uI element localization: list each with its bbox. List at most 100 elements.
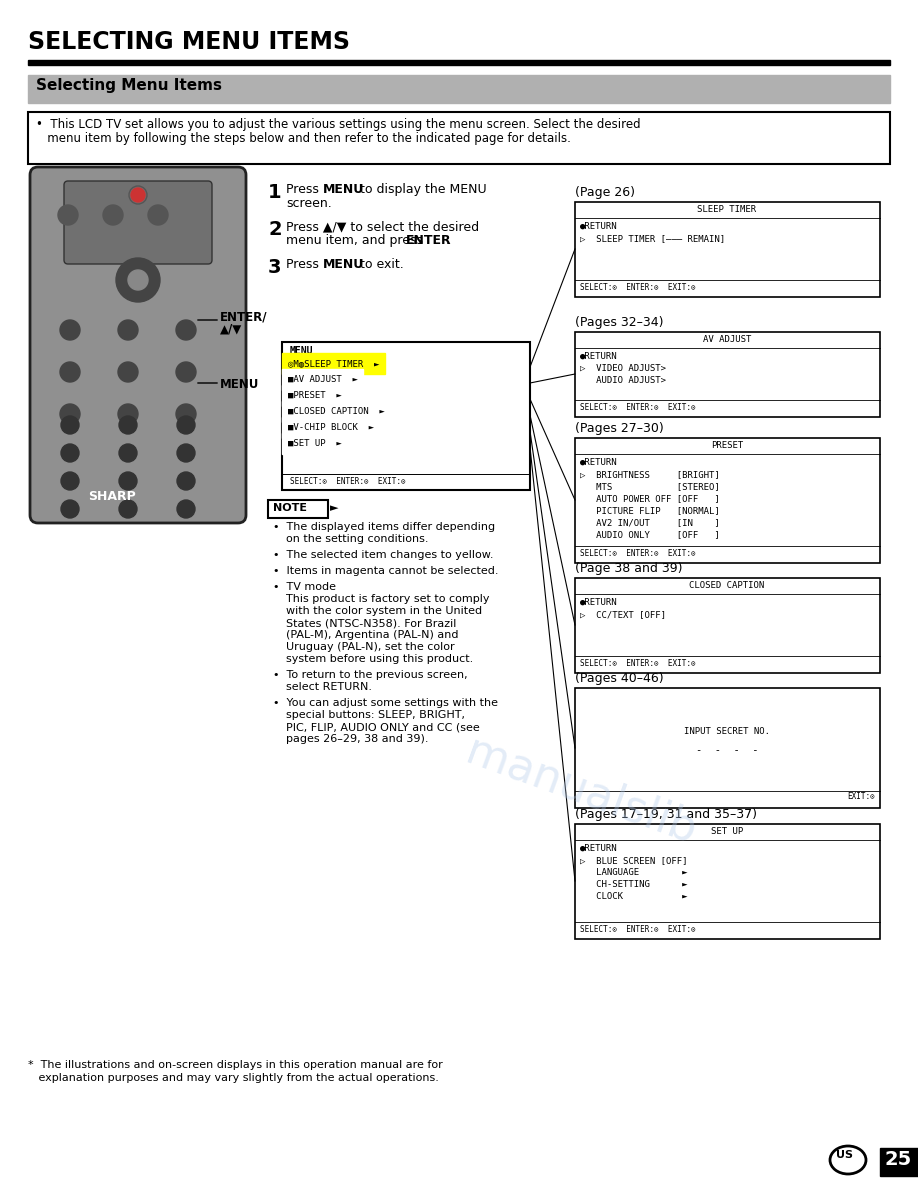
Text: ●RETURN: ●RETURN [580, 598, 618, 607]
Circle shape [118, 320, 138, 340]
Circle shape [61, 444, 79, 462]
Text: •  Items in magenta cannot be selected.: • Items in magenta cannot be selected. [273, 565, 498, 576]
Text: pages 26–29, 38 and 39).: pages 26–29, 38 and 39). [286, 734, 429, 744]
Text: PICTURE FLIP   [NORMAL]: PICTURE FLIP [NORMAL] [580, 506, 720, 516]
Text: explanation purposes and may vary slightly from the actual operations.: explanation purposes and may vary slight… [28, 1073, 439, 1083]
Text: ►: ► [330, 503, 339, 513]
Text: menu item by following the steps below and then refer to the indicated page for : menu item by following the steps below a… [36, 132, 571, 145]
Text: (Pages 27–30): (Pages 27–30) [575, 422, 664, 435]
Text: (PAL-M), Argentina (PAL-N) and: (PAL-M), Argentina (PAL-N) and [286, 630, 458, 640]
Text: .: . [446, 234, 450, 247]
Text: Uruguay (PAL-N), set the color: Uruguay (PAL-N), set the color [286, 642, 454, 652]
Text: 25: 25 [884, 1150, 912, 1169]
Text: system before using this product.: system before using this product. [286, 655, 474, 664]
Text: 2: 2 [268, 220, 282, 239]
Circle shape [131, 188, 145, 202]
Circle shape [177, 416, 195, 434]
Text: SET UP: SET UP [711, 827, 744, 836]
Circle shape [176, 320, 196, 340]
Circle shape [60, 362, 80, 383]
Text: Press ▲/▼ to select the desired: Press ▲/▼ to select the desired [286, 220, 479, 233]
Bar [575, 824, 880, 939]
Text: (Pages 32–34): (Pages 32–34) [575, 316, 664, 329]
FancyBboxPatch shape [30, 168, 246, 523]
Text: Press: Press [286, 183, 323, 196]
Text: •  This LCD TV set allows you to adjust the various settings using the menu scre: • This LCD TV set allows you to adjust t… [36, 118, 641, 131]
Text: AUDIO ADJUST>: AUDIO ADJUST> [580, 375, 666, 385]
Text: •  The displayed items differ depending: • The displayed items differ depending [273, 522, 495, 532]
Text: ●RETURN: ●RETURN [580, 459, 618, 467]
Bar [575, 579, 880, 672]
Text: (Pages 40–46): (Pages 40–46) [575, 672, 664, 685]
Bar [575, 438, 880, 563]
Text: AUDIO ONLY     [OFF   ]: AUDIO ONLY [OFF ] [580, 530, 720, 539]
Circle shape [148, 206, 168, 225]
Text: *  The illustrations and on-screen displays in this operation manual are for: * The illustrations and on-screen displa… [28, 1060, 442, 1070]
Text: ●RETURN: ●RETURN [580, 352, 618, 361]
Circle shape [128, 270, 148, 290]
Text: •  To return to the previous screen,: • To return to the previous screen, [273, 670, 467, 680]
Text: manualslib: manualslib [460, 729, 702, 853]
Text: Selecting Menu Items: Selecting Menu Items [36, 78, 222, 93]
Text: CH-SETTING      ►: CH-SETTING ► [580, 880, 688, 889]
Text: AUTO POWER OFF [OFF   ]: AUTO POWER OFF [OFF ] [580, 494, 720, 503]
Text: MENU: MENU [323, 183, 364, 196]
Text: ENTER/: ENTER/ [220, 310, 267, 323]
Text: EXIT:⊙: EXIT:⊙ [847, 792, 875, 801]
Circle shape [60, 320, 80, 340]
Text: ENTER: ENTER [406, 234, 452, 247]
Text: SLEEP TIMER: SLEEP TIMER [698, 206, 756, 214]
FancyBboxPatch shape [64, 181, 212, 264]
Text: ▷  CC/TEXT [OFF]: ▷ CC/TEXT [OFF] [580, 609, 666, 619]
Text: on the setting conditions.: on the setting conditions. [286, 533, 429, 544]
Text: •  You can adjust some settings with the: • You can adjust some settings with the [273, 699, 498, 708]
Circle shape [177, 472, 195, 489]
Text: SELECTING MENU ITEMS: SELECTING MENU ITEMS [28, 30, 350, 53]
Text: AV2 IN/OUT     [IN    ]: AV2 IN/OUT [IN ] [580, 518, 720, 527]
Text: ▷  VIDEO ADJUST>: ▷ VIDEO ADJUST> [580, 364, 666, 373]
Text: SELECT:⊙  ENTER:⊙  EXIT:⊙: SELECT:⊙ ENTER:⊙ EXIT:⊙ [580, 925, 696, 934]
Text: ●RETURN: ●RETURN [580, 843, 618, 853]
Bar [575, 331, 880, 417]
Text: screen.: screen. [286, 197, 331, 210]
Text: ▲/▼: ▲/▼ [220, 322, 242, 335]
Text: MENU: MENU [220, 378, 260, 391]
Circle shape [118, 404, 138, 424]
Text: SELECT:⊙  ENTER:⊙  EXIT:⊙: SELECT:⊙ ENTER:⊙ EXIT:⊙ [580, 403, 696, 412]
Circle shape [60, 404, 80, 424]
Text: ■SET UP  ►: ■SET UP ► [288, 440, 341, 448]
Text: with the color system in the United: with the color system in the United [286, 606, 482, 617]
Circle shape [119, 472, 137, 489]
Text: (Page 26): (Page 26) [575, 187, 635, 200]
Text: This product is factory set to comply: This product is factory set to comply [286, 594, 489, 604]
Circle shape [58, 206, 78, 225]
Text: ■V-CHIP BLOCK  ►: ■V-CHIP BLOCK ► [288, 423, 374, 432]
Text: SELECT:⊙  ENTER:⊙  EXIT:⊙: SELECT:⊙ ENTER:⊙ EXIT:⊙ [580, 549, 696, 558]
Text: MTS            [STEREO]: MTS [STEREO] [580, 482, 720, 491]
Text: MENU: MENU [323, 258, 364, 271]
Text: ◎M◍SLEEP TIMER  ►: ◎M◍SLEEP TIMER ► [288, 359, 379, 368]
Text: 3: 3 [268, 258, 282, 277]
Text: ■CLOSED CAPTION  ►: ■CLOSED CAPTION ► [288, 407, 385, 416]
Bar [28, 112, 890, 164]
Text: States (NTSC-N358). For Brazil: States (NTSC-N358). For Brazil [286, 618, 456, 628]
Text: •  TV mode: • TV mode [273, 582, 336, 592]
Circle shape [177, 500, 195, 518]
Text: ▷  BLUE SCREEN [OFF]: ▷ BLUE SCREEN [OFF] [580, 857, 688, 865]
Text: 1: 1 [268, 183, 282, 202]
Text: ●RETURN: ●RETURN [580, 222, 618, 230]
Circle shape [61, 472, 79, 489]
Bar [880, 1148, 918, 1176]
Circle shape [118, 362, 138, 383]
Text: SELECT:⊙  ENTER:⊙  EXIT:⊙: SELECT:⊙ ENTER:⊙ EXIT:⊙ [580, 283, 696, 292]
Text: PRESET: PRESET [711, 441, 744, 450]
Text: CLOCK           ►: CLOCK ► [580, 892, 688, 901]
Text: -  -  -  -: - - - - [696, 745, 758, 756]
Text: CLOSED CAPTION: CLOSED CAPTION [689, 581, 765, 590]
Text: ▷  SLEEP TIMER [——— REMAIN]: ▷ SLEEP TIMER [——— REMAIN] [580, 234, 725, 244]
Circle shape [61, 416, 79, 434]
Text: Press: Press [286, 258, 323, 271]
Circle shape [119, 444, 137, 462]
Text: ▷  BRIGHTNESS     [BRIGHT]: ▷ BRIGHTNESS [BRIGHT] [580, 470, 720, 479]
Text: (Pages 17–19, 31 and 35–37): (Pages 17–19, 31 and 35–37) [575, 808, 757, 821]
